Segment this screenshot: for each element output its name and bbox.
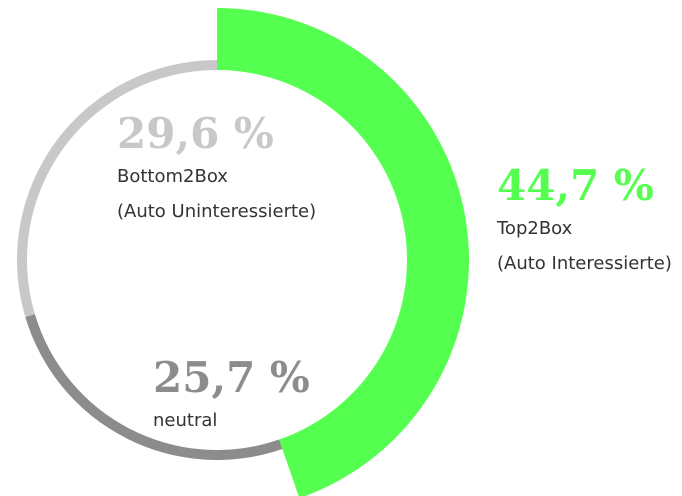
donut-segment [217,8,469,496]
value-label: 44,7 % [497,161,654,210]
description-label: (Auto Interessierte) [497,253,672,274]
category-label: Bottom2Box [117,166,228,187]
category-label: Top2Box [496,218,573,239]
value-label: 25,7 % [153,353,310,402]
value-label: 29,6 % [117,109,274,158]
donut-segment [17,60,218,318]
category-label: neutral [153,410,217,431]
description-label: (Auto Uninteressierte) [117,201,316,222]
